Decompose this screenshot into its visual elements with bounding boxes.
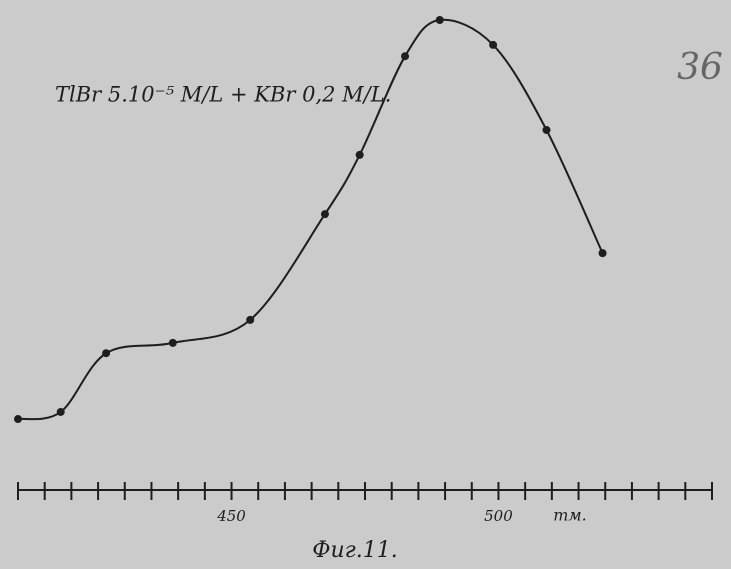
x-axis-label: тм. [553, 506, 587, 525]
data-point [102, 349, 111, 358]
caption: Фиг.11. [312, 538, 398, 563]
data-point [598, 249, 607, 258]
page-number: 36 [677, 47, 723, 88]
data-point [246, 315, 255, 324]
data-point [320, 210, 329, 219]
data-point [401, 52, 410, 61]
data-point [56, 407, 65, 416]
data-point [489, 40, 498, 49]
data-point [168, 338, 177, 347]
chart-title: TlBr 5.10⁻⁵ M/L + KBr 0,2 M/L. [55, 83, 391, 107]
data-point [355, 150, 364, 159]
data-point [542, 125, 551, 134]
x-tick-label: 500 [484, 507, 513, 525]
x-tick-label: 450 [216, 507, 246, 525]
data-point [14, 415, 22, 424]
data-point [435, 16, 444, 24]
